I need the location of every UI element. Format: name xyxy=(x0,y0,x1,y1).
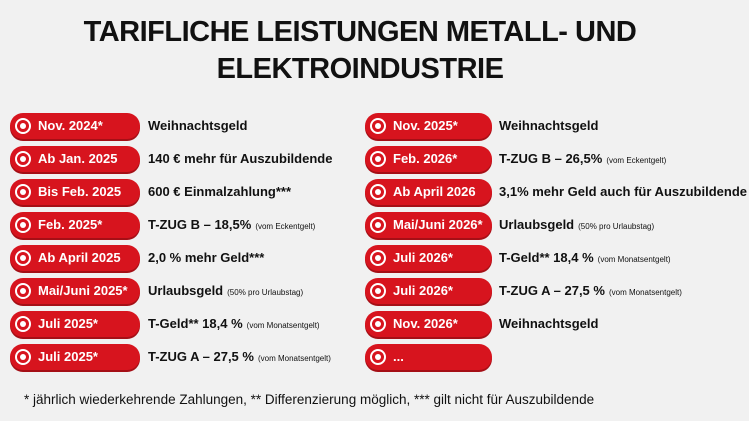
benefit-text: T-ZUG B – 26,5% xyxy=(499,151,603,166)
benefit: Weihnachtsgeld xyxy=(499,311,598,337)
date-pill: Juli 2025* xyxy=(10,311,140,337)
pill-icon xyxy=(370,184,386,200)
benefit-text: T-ZUG B – 18,5% xyxy=(148,217,252,232)
date-label: Mai/Juni 2025* xyxy=(38,283,128,298)
benefit-note: (vom Monatsentgelt) xyxy=(597,255,671,264)
benefit-note: (vom Eckentgelt) xyxy=(606,156,667,165)
benefit: Weihnachtsgeld xyxy=(148,113,247,139)
benefit: T-ZUG A – 27,5 % (vom Monatsentgelt) xyxy=(499,278,682,306)
date-pill: Mai/Juni 2025* xyxy=(10,278,140,304)
benefit: T-ZUG B – 18,5% (vom Eckentgelt) xyxy=(148,212,315,240)
benefit: 3,1% mehr Geld auch für Auszubildende xyxy=(499,179,747,205)
date-label: ... xyxy=(393,349,404,364)
pill-icon xyxy=(15,184,31,200)
date-pill: Mai/Juni 2026* xyxy=(365,212,492,238)
date-label: Ab April 2026 xyxy=(393,184,476,199)
benefit-note: (vom Monatsentgelt) xyxy=(608,288,682,297)
date-pill: Juli 2026* xyxy=(365,278,492,304)
pill-icon xyxy=(15,151,31,167)
benefit: T-Geld** 18,4 % (vom Monatsentgelt) xyxy=(499,245,671,273)
benefit: 600 € Einmalzahlung*** xyxy=(148,179,291,205)
date-label: Feb. 2026* xyxy=(393,151,458,166)
benefit: T-ZUG A – 27,5 % (vom Monatsentgelt) xyxy=(148,344,331,372)
benefit-text: Urlaubsgeld xyxy=(499,217,575,232)
benefit-text: Urlaubsgeld xyxy=(148,283,224,298)
pill-icon xyxy=(15,217,31,233)
date-label: Juli 2025* xyxy=(38,349,98,364)
benefit: T-Geld** 18,4 % (vom Monatsentgelt) xyxy=(148,311,320,339)
benefit: Weihnachtsgeld xyxy=(499,113,598,139)
benefit-note: (50% pro Urlaubstag) xyxy=(227,288,304,297)
date-pill: Ab April 2025 xyxy=(10,245,140,271)
benefit: Urlaubsgeld (50% pro Urlaubstag) xyxy=(148,278,303,306)
benefit-note: (vom Monatsentgelt) xyxy=(246,321,320,330)
pill-icon xyxy=(370,316,386,332)
date-pill: Ab April 2026 xyxy=(365,179,492,205)
benefit-text: Weihnachtsgeld xyxy=(499,316,599,331)
date-pill: Bis Feb. 2025 xyxy=(10,179,140,205)
pill-icon xyxy=(15,283,31,299)
date-label: Juli 2025* xyxy=(38,316,98,331)
benefit: 140 € mehr für Auszubildende xyxy=(148,146,332,172)
benefit-text: Weihnachtsgeld xyxy=(499,118,599,133)
date-pill: Nov. 2024* xyxy=(10,113,140,139)
pill-icon xyxy=(370,217,386,233)
date-pill: Feb. 2026* xyxy=(365,146,492,172)
date-label: Bis Feb. 2025 xyxy=(38,184,122,199)
date-label: Nov. 2024* xyxy=(38,118,103,133)
pill-icon xyxy=(370,283,386,299)
date-label: Ab Jan. 2025 xyxy=(38,151,118,166)
benefit-note: (vom Monatsentgelt) xyxy=(257,354,331,363)
date-pill: Ab Jan. 2025 xyxy=(10,146,140,172)
date-pill: Juli 2026* xyxy=(365,245,492,271)
pill-icon xyxy=(15,316,31,332)
date-label: Nov. 2026* xyxy=(393,316,458,331)
pill-icon xyxy=(370,151,386,167)
date-label: Feb. 2025* xyxy=(38,217,103,232)
benefit-text: 140 € mehr für Auszubildende xyxy=(148,151,333,166)
benefit-note: (50% pro Urlaubstag) xyxy=(578,222,655,231)
pill-icon xyxy=(370,118,386,134)
benefit-note: (vom Eckentgelt) xyxy=(255,222,316,231)
benefit-text: T-ZUG A – 27,5 % xyxy=(148,349,254,364)
date-label: Ab April 2025 xyxy=(38,250,121,265)
date-label: Juli 2026* xyxy=(393,283,453,298)
pill-icon xyxy=(370,349,386,365)
benefit-text: T-ZUG A – 27,5 % xyxy=(499,283,605,298)
date-pill: Nov. 2025* xyxy=(365,113,492,139)
pill-icon xyxy=(370,250,386,266)
date-label: Mai/Juni 2026* xyxy=(393,217,483,232)
benefit-text: 600 € Einmalzahlung*** xyxy=(148,184,292,199)
title: TARIFLICHE LEISTUNGEN METALL- UND xyxy=(83,16,637,48)
benefit-text: Weihnachtsgeld xyxy=(148,118,248,133)
date-label: Nov. 2025* xyxy=(393,118,458,133)
date-pill: Nov. 2026* xyxy=(365,311,492,337)
benefit-text: 2,0 % mehr Geld*** xyxy=(148,250,265,265)
benefit: Urlaubsgeld (50% pro Urlaubstag) xyxy=(499,212,654,240)
footnote: * jährlich wiederkehrende Zahlungen, ** … xyxy=(24,392,595,407)
title: ELEKTROINDUSTRIE xyxy=(216,53,504,85)
pill-icon xyxy=(15,250,31,266)
benefit: T-ZUG B – 26,5% (vom Eckentgelt) xyxy=(499,146,666,174)
pill-icon xyxy=(15,349,31,365)
pill-icon xyxy=(15,118,31,134)
benefit-text: T-Geld** 18,4 % xyxy=(148,316,243,331)
date-pill: Juli 2025* xyxy=(10,344,140,370)
date-pill: ... xyxy=(365,344,492,370)
date-pill: Feb. 2025* xyxy=(10,212,140,238)
date-label: Juli 2026* xyxy=(393,250,453,265)
benefit-text: 3,1% mehr Geld auch für Auszubildende xyxy=(499,184,748,199)
benefit-text: T-Geld** 18,4 % xyxy=(499,250,594,265)
benefit: 2,0 % mehr Geld*** xyxy=(148,245,264,271)
